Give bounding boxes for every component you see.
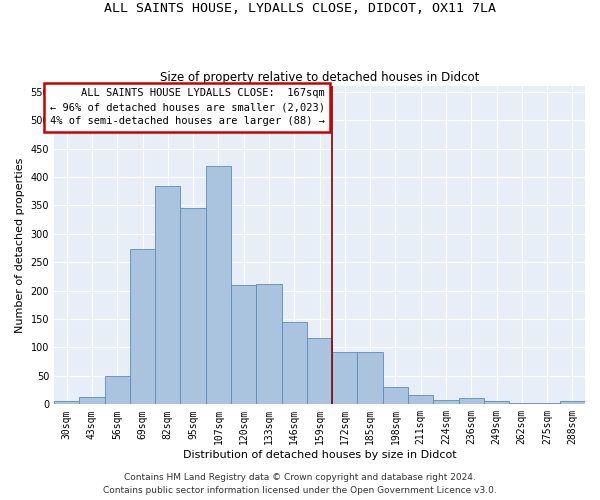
Bar (155, 186, 181, 404)
Bar (332, 352, 358, 405)
Y-axis label: Number of detached properties: Number of detached properties (15, 158, 25, 333)
Bar (535, 403, 560, 404)
Text: Contains HM Land Registry data © Crown copyright and database right 2024.
Contai: Contains HM Land Registry data © Crown c… (103, 474, 497, 495)
Bar (206, 166, 231, 404)
Text: ALL SAINTS HOUSE LYDALLS CLOSE:  167sqm
← 96% of detached houses are smaller (2,: ALL SAINTS HOUSE LYDALLS CLOSE: 167sqm ←… (50, 88, 325, 126)
Bar (358, 352, 383, 405)
Bar (231, 285, 256, 405)
Bar (458, 398, 484, 404)
Bar (560, 402, 585, 404)
Bar (307, 338, 332, 404)
Bar (433, 400, 458, 404)
Text: ALL SAINTS HOUSE, LYDALLS CLOSE, DIDCOT, OX11 7LA: ALL SAINTS HOUSE, LYDALLS CLOSE, DIDCOT,… (104, 2, 496, 16)
Bar (104, 376, 130, 404)
Bar (484, 402, 509, 404)
Bar (509, 403, 535, 404)
X-axis label: Distribution of detached houses by size in Didcot: Distribution of detached houses by size … (183, 450, 457, 460)
Bar (130, 249, 155, 404)
Bar (54, 402, 79, 404)
Bar (79, 397, 104, 404)
Bar (383, 388, 408, 404)
Bar (181, 208, 206, 404)
Bar (408, 394, 433, 404)
Title: Size of property relative to detached houses in Didcot: Size of property relative to detached ho… (160, 70, 479, 84)
Bar (281, 322, 307, 404)
Bar (256, 284, 281, 405)
